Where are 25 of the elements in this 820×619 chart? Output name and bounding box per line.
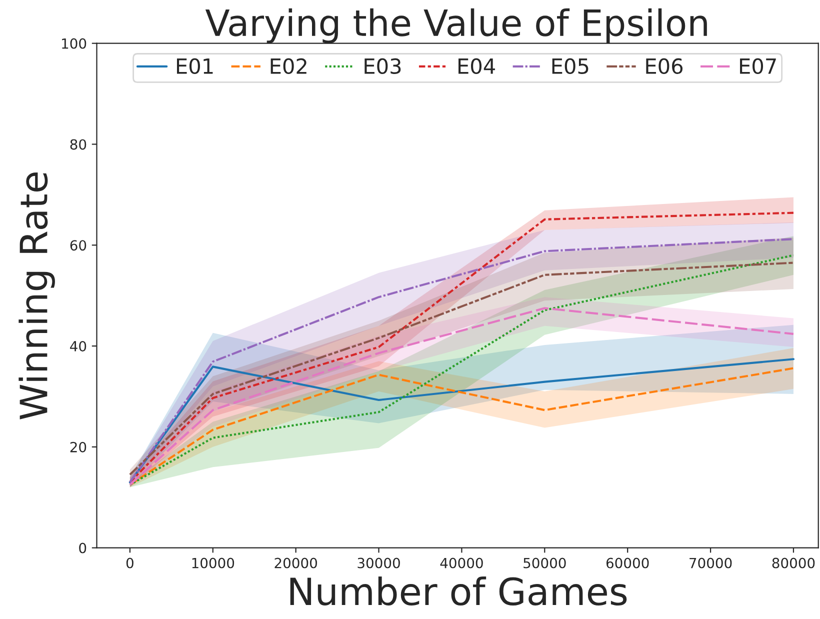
x-axis-title: Number of Games xyxy=(290,576,627,606)
y-tick-label: 20 xyxy=(70,442,86,452)
x-tick-label: 30000 xyxy=(358,558,400,568)
legend-label: E01 xyxy=(176,58,213,74)
x-tick-label: 70000 xyxy=(690,558,732,568)
x-tick-label: 20000 xyxy=(274,558,317,568)
y-tick-label: 40 xyxy=(70,340,86,352)
x-tick-label: 50000 xyxy=(524,558,566,568)
legend-label: E05 xyxy=(552,58,588,74)
x-tick-label: 80000 xyxy=(772,558,815,568)
y-tick-label: 0 xyxy=(79,542,86,554)
y-axis-title: Winning Rate xyxy=(18,172,55,420)
x-tick-label: 40000 xyxy=(440,558,483,568)
y-tick-label: 80 xyxy=(70,139,86,150)
legend-label: E03 xyxy=(364,58,401,74)
x-tick-label: 60000 xyxy=(606,558,649,568)
x-tick-label: 10000 xyxy=(192,558,234,568)
legend-label: E07 xyxy=(740,58,776,74)
x-tick-label: 0 xyxy=(126,558,134,568)
legend-label: E06 xyxy=(646,58,683,74)
y-tick-label: 100 xyxy=(62,38,86,49)
chart-title: Varying the Value of Epsilon xyxy=(205,8,707,44)
legend-label: E02 xyxy=(270,58,306,74)
legend-label: E04 xyxy=(458,58,495,74)
y-tick-label: 60 xyxy=(70,240,86,251)
